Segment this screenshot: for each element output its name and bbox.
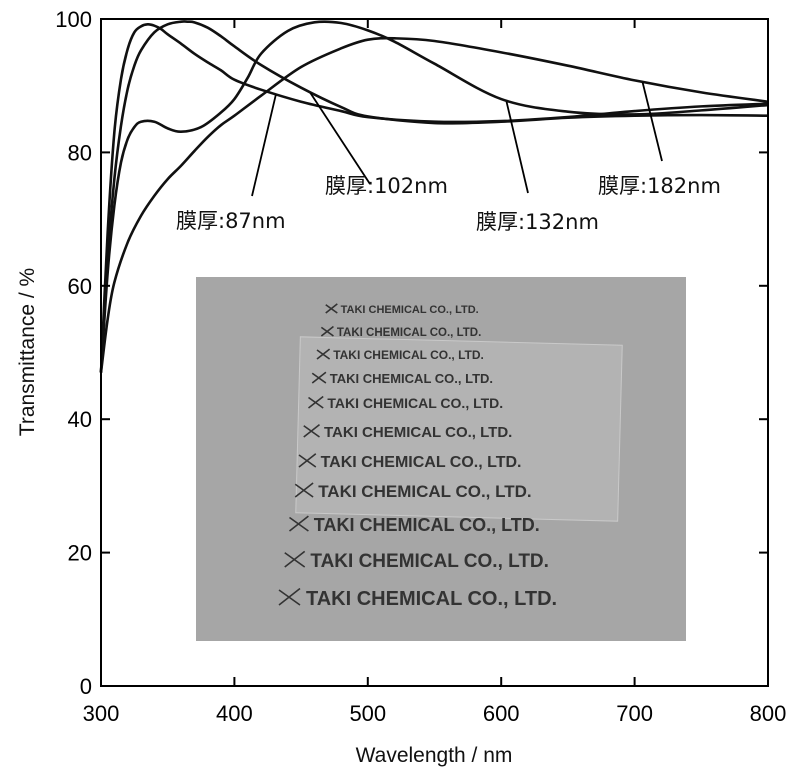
x-tick-label: 800 (750, 701, 787, 726)
y-tick-label: 100 (55, 7, 92, 32)
annotation-label: 膜厚:182nm (598, 174, 721, 198)
inset-text-line: TAKI CHEMICAL CO., LTD. (320, 325, 481, 339)
coated-film-sheet (295, 336, 623, 522)
inset-company-text: TAKI CHEMICAL CO., LTD. (310, 551, 549, 572)
inset-company-text: TAKI CHEMICAL CO., LTD. (333, 348, 484, 362)
taki-logo-icon (303, 423, 320, 438)
inset-company-text: TAKI CHEMICAL CO., LTD. (321, 454, 522, 471)
taki-logo-icon (298, 453, 317, 468)
series-line (99, 36, 769, 373)
annotations: 膜厚:87nm 膜厚:102nm 膜厚:132nm 膜厚:182nm (176, 82, 721, 234)
inset-text-line: TAKI CHEMICAL CO., LTD. (278, 587, 557, 610)
inset-company-text: TAKI CHEMICAL CO., LTD. (341, 304, 479, 316)
series-line (99, 20, 769, 373)
inset-text-line: TAKI CHEMICAL CO., LTD. (294, 482, 532, 501)
annotation-label: 膜厚:87nm (176, 209, 286, 233)
inset-text-line: TAKI CHEMICAL CO., LTD. (316, 348, 484, 362)
inset-text-line: TAKI CHEMICAL CO., LTD. (325, 303, 479, 316)
taki-logo-icon (294, 482, 314, 498)
y-tick-label: 60 (68, 274, 92, 299)
taki-logo-icon (325, 303, 338, 314)
plot-border (100, 18, 769, 687)
inset-company-text: TAKI CHEMICAL CO., LTD. (330, 371, 493, 386)
annotation-label: 膜厚:102nm (325, 174, 448, 198)
taki-logo-icon (289, 515, 309, 532)
inset-company-text: TAKI CHEMICAL CO., LTD. (318, 482, 531, 501)
inset-company-text: TAKI CHEMICAL CO., LTD. (337, 327, 481, 339)
taki-logo-icon (320, 325, 334, 337)
taki-logo-icon (278, 587, 301, 606)
taki-logo-icon (316, 348, 331, 360)
axis-ticks: 300 400 500 600 700 800 0 20 40 60 80 100 (55, 7, 786, 726)
taki-logo-icon (284, 550, 306, 568)
annotation-leader-line (505, 101, 529, 194)
x-tick-label: 300 (83, 701, 120, 726)
x-tick-label: 700 (616, 701, 653, 726)
y-tick-label: 40 (68, 407, 92, 432)
y-axis-title: Transmittance / % (16, 268, 39, 436)
y-tick-label: 80 (68, 140, 92, 165)
x-tick-label: 500 (349, 701, 386, 726)
annotation-leader-line (309, 92, 371, 185)
spectra-curves (99, 20, 769, 373)
taki-logo-icon (311, 371, 327, 384)
taki-logo-icon (308, 395, 324, 409)
x-tick-label: 600 (483, 701, 520, 726)
y-tick-label: 0 (80, 674, 92, 699)
annotation-leader-line (251, 94, 277, 197)
x-axis-title: Wavelength / nm (356, 744, 513, 767)
inset-text-line: TAKI CHEMICAL CO., LTD. (298, 453, 522, 471)
inset-text-line: TAKI CHEMICAL CO., LTD. (303, 423, 512, 441)
plot-frame (100, 18, 769, 687)
inset-text-line: TAKI CHEMICAL CO., LTD. (311, 371, 493, 386)
annotation-leader-line (641, 82, 663, 162)
inset-text-line: TAKI CHEMICAL CO., LTD. (284, 550, 549, 572)
inset-text-line: TAKI CHEMICAL CO., LTD. (289, 515, 540, 535)
inset-company-text: TAKI CHEMICAL CO., LTD. (324, 424, 512, 441)
inset-company-text: TAKI CHEMICAL CO., LTD. (327, 395, 503, 411)
inset-text-line: TAKI CHEMICAL CO., LTD. (308, 395, 503, 411)
x-tick-label: 400 (216, 701, 253, 726)
inset-company-text: TAKI CHEMICAL CO., LTD. (314, 515, 540, 535)
inset-company-text: TAKI CHEMICAL CO., LTD. (306, 588, 557, 610)
y-tick-label: 20 (68, 541, 92, 566)
inset-photo: TAKI CHEMICAL CO., LTD. TAKI CHEMICAL CO.… (196, 277, 686, 641)
annotation-label: 膜厚:132nm (476, 210, 599, 234)
